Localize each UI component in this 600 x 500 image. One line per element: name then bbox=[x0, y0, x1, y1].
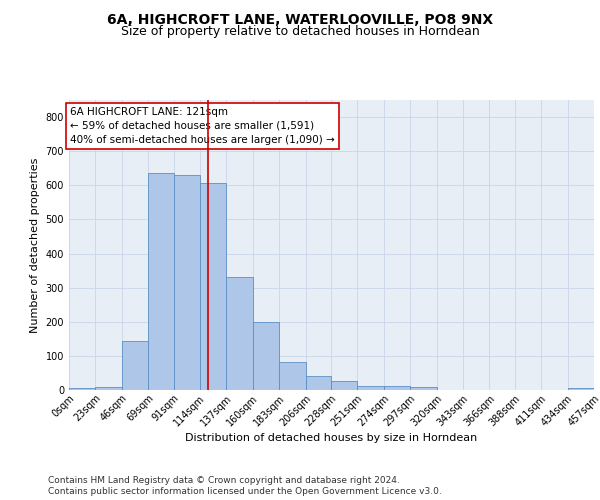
Text: 6A, HIGHCROFT LANE, WATERLOOVILLE, PO8 9NX: 6A, HIGHCROFT LANE, WATERLOOVILLE, PO8 9… bbox=[107, 12, 493, 26]
Bar bbox=[253, 322, 279, 390]
Bar bbox=[331, 382, 358, 390]
Bar bbox=[69, 388, 95, 390]
Text: 6A HIGHCROFT LANE: 121sqm
← 59% of detached houses are smaller (1,591)
40% of se: 6A HIGHCROFT LANE: 121sqm ← 59% of detac… bbox=[70, 107, 335, 145]
Y-axis label: Number of detached properties: Number of detached properties bbox=[30, 158, 40, 332]
Bar bbox=[358, 386, 384, 390]
Text: Contains HM Land Registry data © Crown copyright and database right 2024.: Contains HM Land Registry data © Crown c… bbox=[48, 476, 400, 485]
Bar bbox=[200, 182, 226, 390]
Bar bbox=[568, 388, 594, 390]
Bar bbox=[279, 362, 305, 390]
Bar bbox=[226, 278, 253, 390]
Bar bbox=[305, 376, 331, 390]
Bar bbox=[173, 175, 200, 390]
Bar bbox=[122, 341, 148, 390]
Bar bbox=[384, 386, 410, 390]
Text: Size of property relative to detached houses in Horndean: Size of property relative to detached ho… bbox=[121, 25, 479, 38]
Bar bbox=[95, 387, 122, 390]
Bar bbox=[410, 387, 437, 390]
X-axis label: Distribution of detached houses by size in Horndean: Distribution of detached houses by size … bbox=[185, 433, 478, 443]
Text: Contains public sector information licensed under the Open Government Licence v3: Contains public sector information licen… bbox=[48, 488, 442, 496]
Bar bbox=[148, 174, 173, 390]
